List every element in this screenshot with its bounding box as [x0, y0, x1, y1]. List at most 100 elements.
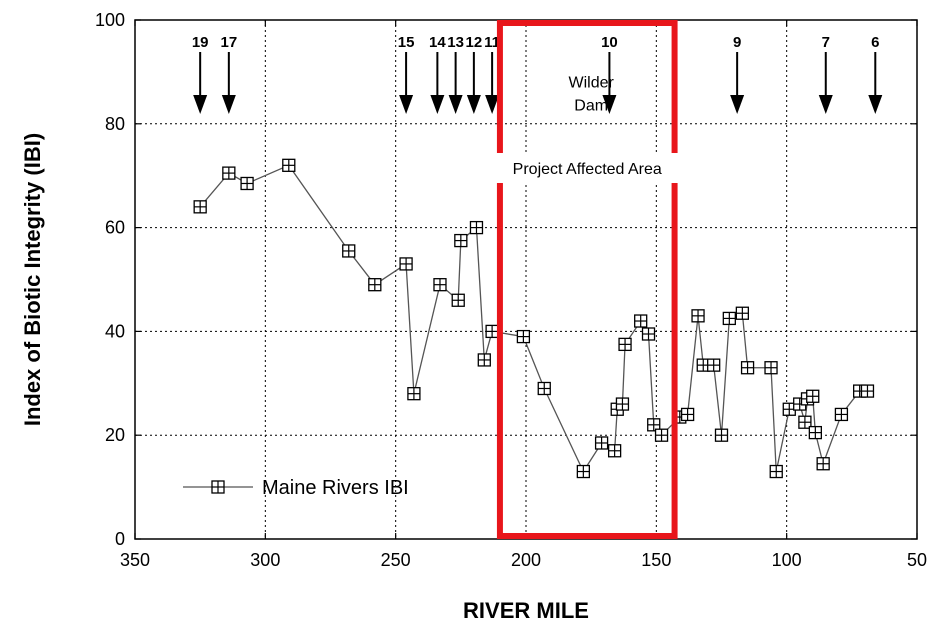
data-point	[860, 384, 875, 398]
x-tick-label: 100	[772, 550, 802, 570]
x-tick-label: 150	[641, 550, 671, 570]
y-tick-labels: 0 20 40 60 80 100	[95, 10, 125, 549]
x-tick-labels: 350 300 250 200 150 100 50	[120, 550, 927, 570]
y-tick-label: 40	[105, 321, 125, 341]
data-point	[806, 389, 820, 403]
y-tick-label: 20	[105, 425, 125, 445]
station-arrow-head	[602, 95, 617, 114]
station-marker: 13	[447, 34, 464, 114]
station-marker: 12	[466, 34, 483, 114]
grid	[135, 20, 917, 539]
data-point	[618, 337, 632, 352]
data-point	[740, 361, 755, 375]
project-label-bg	[482, 153, 693, 183]
data-point	[798, 415, 812, 429]
station-arrow-head	[466, 95, 481, 114]
y-tick-label: 60	[105, 218, 125, 238]
data-point	[735, 306, 750, 320]
data-point	[193, 200, 207, 214]
station-arrow-head	[868, 95, 883, 114]
data-point	[433, 278, 447, 292]
data-point	[722, 311, 736, 326]
y-axis-title: Index of Biotic Integrity (IBI)	[20, 133, 45, 426]
station-marker: 9	[730, 34, 745, 114]
data-point	[407, 387, 421, 401]
station-marker: 14	[429, 34, 446, 114]
wilder-dam-label: Wilder Dam	[568, 74, 614, 114]
wilder-dam-line: Dam	[574, 97, 608, 114]
data-point	[714, 428, 729, 442]
data-point	[454, 233, 468, 248]
data-point	[782, 402, 796, 416]
station-arrow-head	[730, 95, 745, 114]
station-arrow-head	[485, 95, 500, 114]
data-point	[634, 314, 648, 328]
data-point	[680, 407, 695, 422]
data-point	[647, 418, 661, 432]
data-point	[691, 309, 705, 323]
wilder-dam-line: Wilder	[568, 74, 614, 91]
data-point	[594, 436, 609, 450]
station-marker: 19	[192, 34, 209, 114]
legend: Maine Rivers IBI	[183, 477, 409, 499]
station-arrow-head	[430, 95, 445, 114]
station-label: 13	[447, 34, 464, 51]
data-point	[485, 324, 499, 339]
station-label: 15	[398, 34, 415, 51]
station-label: 9	[733, 34, 741, 51]
station-label: 6	[871, 34, 879, 51]
data-point	[399, 257, 413, 271]
data-point	[368, 278, 382, 292]
station-label: 10	[601, 34, 618, 51]
data-point	[764, 361, 778, 375]
station-marker: 17	[220, 34, 237, 114]
station-markers: 19 17 15 14 13 12 11 10 9 7 6	[192, 34, 883, 114]
data-point	[576, 464, 590, 479]
x-axis-title: RIVER MILE	[463, 598, 589, 623]
station-arrow-head	[399, 95, 414, 114]
data-point	[816, 457, 830, 471]
station-arrow-head	[193, 95, 208, 114]
station-marker: 7	[818, 34, 833, 114]
x-tick-label: 300	[250, 550, 280, 570]
data-point	[342, 244, 356, 258]
legend-marker	[211, 480, 225, 494]
highlight-box	[496, 20, 678, 539]
series-line	[199, 164, 868, 473]
data-point	[769, 464, 783, 479]
station-arrow-head	[221, 95, 236, 114]
station-arrow-head	[818, 95, 833, 114]
legend-marker-symbol	[211, 480, 225, 494]
y-tick-label: 80	[105, 114, 125, 134]
station-label: 19	[192, 34, 209, 51]
series-points	[193, 158, 875, 479]
data-point	[451, 293, 465, 307]
station-label: 14	[429, 34, 446, 51]
x-tick-label: 250	[381, 550, 411, 570]
data-point	[834, 407, 849, 422]
data-point	[516, 329, 531, 344]
data-point	[607, 444, 622, 458]
station-marker: 15	[398, 34, 415, 114]
data-point	[240, 176, 254, 191]
data-point	[641, 327, 656, 341]
legend-label: Maine Rivers IBI	[262, 477, 409, 499]
project-affected-area-label: Project Affected Area	[513, 161, 662, 178]
y-tick-label: 0	[115, 529, 125, 549]
data-point	[537, 381, 551, 396]
x-tick-label: 350	[120, 550, 150, 570]
y-tick-label: 100	[95, 10, 125, 30]
data-point	[707, 358, 721, 372]
station-label: 7	[822, 34, 830, 51]
station-label: 11	[484, 34, 500, 51]
data-point	[222, 166, 236, 180]
project-affected-area: Wilder Dam Project Affected Area	[482, 20, 693, 539]
series-maine-rivers-ibi	[193, 158, 875, 479]
x-tick-label: 50	[907, 550, 927, 570]
station-label: 12	[466, 34, 483, 51]
station-arrow-head	[448, 95, 463, 114]
data-point	[615, 397, 630, 411]
station-label: 17	[220, 34, 237, 51]
